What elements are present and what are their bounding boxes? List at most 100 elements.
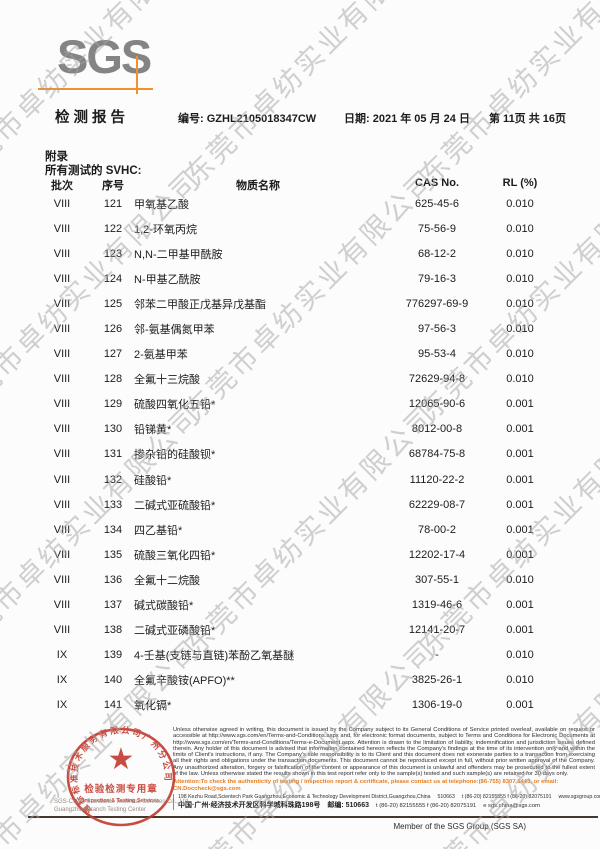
row-substance-name: 全氟辛酸铵(APFO)** — [134, 675, 235, 688]
table-row: VIII 125 邻苯二甲酸正戊基异戊基酯 776297-69-9 0.010 — [0, 291, 600, 316]
row-batch: VIII — [53, 297, 71, 310]
svhc-table-body: VIII 121 甲氧基乙酸 625-45-6 0.010 VIII 122 1… — [0, 191, 600, 718]
row-rl-value: 0.001 — [506, 548, 534, 561]
row-no: 138 — [103, 624, 123, 637]
table-row: VIII 124 N-甲基乙酰胺 79-16-3 0.010 — [0, 266, 600, 291]
row-batch: VIII — [53, 373, 71, 386]
row-batch: VIII — [53, 573, 71, 586]
row-rl-value: 0.001 — [506, 624, 534, 637]
watermark-text: 东莞市卓纺实业有限公司 — [414, 0, 600, 192]
row-rl-value: 0.001 — [506, 473, 534, 486]
table-row: IX 139 4-壬基(支链与直链)苯酚乙氧基醚 - 0.010 — [0, 643, 600, 668]
row-substance-name: 掺杂铅的硅酸钡* — [134, 449, 216, 462]
row-cas-number: 79-16-3 — [418, 272, 456, 285]
table-row: IX 141 氧化镉* 1306-19-0 0.001 — [0, 693, 600, 718]
row-no: 127 — [103, 348, 123, 361]
row-no: 134 — [103, 523, 123, 536]
row-cas-number: - — [435, 649, 439, 662]
row-batch: IX — [56, 649, 68, 662]
appendix-subtitle: 所有测试的 SVHC: — [45, 165, 142, 177]
table-row: VIII 130 铅锑黄* 8012-00-8 0.001 — [0, 417, 600, 442]
lab-branch-name: Guangzhou Branch Testing Center — [54, 806, 146, 813]
row-rl-value: 0.010 — [506, 297, 534, 310]
row-substance-name: 邻苯二甲酸正戊基异戊基酯 — [134, 298, 266, 311]
row-batch: VIII — [53, 197, 71, 210]
row-substance-name: 铅锑黄* — [134, 424, 172, 437]
row-substance-name: 硅酸铅* — [134, 474, 172, 487]
stamp-star-icon: ★ — [108, 743, 135, 776]
row-no: 123 — [103, 247, 123, 260]
row-rl-value: 0.010 — [506, 323, 534, 336]
address-en: 198 Kezhu Road,Scientech Park Guangzhou … — [178, 794, 431, 801]
row-rl-value: 0.001 — [506, 523, 534, 536]
row-rl-value: 0.001 — [506, 699, 534, 712]
table-row: VIII 126 邻-氨基偶氮甲苯 97-56-3 0.010 — [0, 316, 600, 341]
address-block: 198 Kezhu Road,Scientech Park Guangzhou … — [173, 794, 600, 811]
row-batch: VIII — [53, 448, 71, 461]
website: www.sgsgroup.com.cn — [558, 794, 600, 801]
page-title: 检测报告 — [55, 110, 129, 126]
row-substance-name: 甲氧基乙酸 — [134, 198, 189, 211]
row-no: 137 — [103, 599, 123, 612]
row-no: 140 — [103, 674, 123, 687]
postcode-cn: 邮编: 510663 — [327, 802, 369, 810]
row-no: 139 — [103, 649, 123, 662]
row-cas-number: 97-56-3 — [418, 323, 456, 336]
row-no: 132 — [103, 473, 123, 486]
address-row-en: 198 Kezhu Road,Scientech Park Guangzhou … — [178, 794, 600, 801]
row-substance-name: 2-氨基甲苯 — [134, 349, 188, 362]
col-header-no: 序号 — [102, 180, 124, 192]
sgs-member-line: Member of the SGS Group (SGS SA) — [393, 822, 527, 831]
row-cas-number: 78-00-2 — [418, 523, 456, 536]
table-row: VIII 132 硅酸铅* 11120-22-2 0.001 — [0, 467, 600, 492]
table-row: VIII 134 四乙基铅* 78-00-2 0.001 — [0, 517, 600, 542]
row-substance-name: 硫酸三氧化四铅* — [134, 549, 216, 562]
row-no: 122 — [103, 222, 123, 235]
row-batch: VIII — [53, 323, 71, 336]
row-no: 128 — [103, 373, 123, 386]
row-rl-value: 0.001 — [506, 398, 534, 411]
row-rl-value: 0.001 — [506, 423, 534, 436]
tel-fax-cn: t (86-20) 82155555 f (86-20) 82075191 — [375, 803, 477, 810]
table-row: IX 140 全氟辛酸铵(APFO)** 3825-26-1 0.010 — [0, 668, 600, 693]
appendix-title: 附录 — [45, 151, 68, 163]
row-cas-number: 776297-69-9 — [405, 297, 469, 310]
email: e sgs.china@sgs.com — [483, 803, 541, 810]
row-rl-value: 0.010 — [506, 348, 534, 361]
footer-legal-column: Unless otherwise agreed in writing, this… — [173, 727, 600, 811]
row-substance-name: 邻-氨基偶氮甲苯 — [134, 324, 215, 337]
row-substance-name: N,N-二甲基甲酰胺 — [134, 248, 223, 261]
address-cn: 中国·广州·经济技术开发区科学城科珠路198号 — [178, 802, 321, 810]
logo-horizontal-rule — [38, 88, 153, 90]
row-rl-value: 0.010 — [506, 272, 534, 285]
row-cas-number: 1306-19-0 — [411, 699, 463, 712]
row-no: 141 — [103, 699, 123, 712]
lab-company-lines: SGS-CSTC Standards Technical Services Co… — [54, 799, 204, 814]
stamp-label-cn: 检验检测专用章 — [84, 783, 158, 795]
row-cas-number: 68-12-2 — [418, 247, 456, 260]
table-row: VIII 121 甲氧基乙酸 625-45-6 0.010 — [0, 191, 600, 216]
row-rl-value: 0.001 — [506, 599, 534, 612]
row-batch: VIII — [53, 348, 71, 361]
row-no: 131 — [103, 448, 123, 461]
row-cas-number: 12202-17-4 — [408, 548, 466, 561]
row-substance-name: 四乙基铅* — [134, 524, 183, 537]
col-header-substance: 物质名称 — [236, 180, 280, 192]
row-cas-number: 72629-94-8 — [408, 373, 466, 386]
row-rl-value: 0.001 — [506, 498, 534, 511]
table-row: VIII 129 硫酸四氧化五铅* 12065-90-6 0.001 — [0, 392, 600, 417]
row-batch: VIII — [53, 599, 71, 612]
row-cas-number: 307-55-1 — [414, 573, 460, 586]
row-rl-value: 0.001 — [506, 448, 534, 461]
row-no: 126 — [103, 323, 123, 336]
col-header-rl: RL (%) — [502, 177, 538, 189]
row-no: 125 — [103, 297, 123, 310]
row-substance-name: 全氟十二烷酸 — [134, 574, 200, 587]
row-rl-value: 0.010 — [506, 222, 534, 235]
table-row: VIII 136 全氟十二烷酸 307-55-1 0.010 — [0, 567, 600, 592]
watermark-text: 东莞市卓纺实业有限公司 — [179, 0, 443, 192]
row-cas-number: 3825-26-1 — [411, 674, 463, 687]
table-row: VIII 123 N,N-二甲基甲酰胺 68-12-2 0.010 — [0, 241, 600, 266]
row-batch: VIII — [53, 398, 71, 411]
attention-notice: Attention:To check the authenticity of t… — [173, 779, 559, 792]
